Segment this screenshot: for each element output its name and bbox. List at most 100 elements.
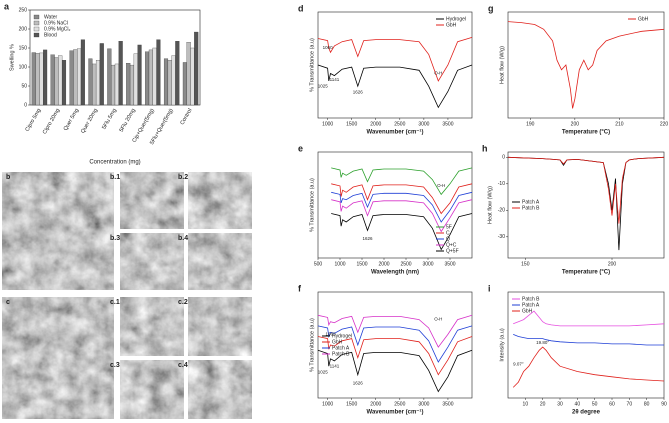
line-series [317,325,473,363]
bar [77,48,82,106]
sem-image [120,233,184,290]
x-tick-label: 80 [644,401,650,407]
panel-label: h [482,143,488,153]
sem-image [120,172,184,229]
x-tick-label: Cipro 5mg [25,108,43,133]
bar [126,63,131,106]
panel-label: g [488,3,494,13]
x-tick-label: Cipro 20mg [42,108,61,136]
sem-image [188,360,252,419]
sem-image [120,360,184,419]
y-tick-label: 100 [19,64,28,70]
legend-swatch [33,26,40,32]
bar [167,60,172,106]
legend-swatch [33,32,40,38]
bar [182,62,187,106]
y-tick-label: -30 [498,234,505,240]
legend-label: Patch A [522,302,540,308]
bar [114,63,119,106]
annotation: 9.07° [513,361,524,366]
plot-frame [507,151,665,259]
x-tick-label: Quer 5mg [63,108,80,132]
plot-frame [507,11,665,119]
legend-label: 5F [446,224,452,230]
sem-label: b.2 [178,174,188,181]
panel-label: i [488,283,491,293]
bar [99,43,104,106]
annotation: 1025 [318,83,329,88]
x-tick-label: 500 [314,261,323,267]
annotation: 1060 [326,332,337,337]
x-tick-label: 2500 [400,261,411,267]
line-series [331,191,473,223]
x-tick-label: 200 [571,121,580,127]
line-series [513,310,665,327]
bar [129,64,135,106]
legend-label: Q+5F [446,248,459,254]
legend-label: Patch A [332,345,350,351]
legend-label: GbH [446,22,457,28]
bar [50,54,55,106]
x-tick-label: 1500 [346,401,357,407]
bar [88,58,93,106]
annotation: O-H [434,71,442,76]
line-series [512,346,665,388]
panel-label: e [298,143,303,153]
bar [111,64,116,106]
legend-label: Patch B [522,205,540,211]
bar [171,55,176,106]
y-tick-label: 200 [19,26,28,32]
sem-label: c [6,299,10,306]
annotation: 1626 [353,380,364,385]
bar [175,41,180,106]
x-tick-label: 3500 [442,121,453,127]
y-tick-label: 250 [19,7,28,13]
panel-label: d [298,3,304,13]
y-tick-label: 50 [21,83,27,89]
x-axis-label: 2θ degree [572,410,601,416]
line-series [317,349,473,393]
y-tick-label: -20 [498,208,505,214]
x-tick-label: 30 [557,401,563,407]
bar [43,49,48,106]
y-axis-label: Heat flow (W/g) [487,186,493,224]
legend-label: Q [446,236,450,242]
bar [39,52,44,106]
x-tick-label: 1000 [322,121,333,127]
x-tick-label: 1500 [356,261,367,267]
x-tick-label: 1000 [334,261,345,267]
sem-label: c.1 [110,299,120,306]
x-tick-label: 90 [661,401,667,407]
x-tick-label: 60 [609,401,615,407]
bar [133,53,138,106]
x-axis-label: Temperature (°C) [562,270,610,276]
legend-label: 0.9% MgCl₂ [44,26,70,32]
legend-swatch [33,20,40,26]
line-series [317,64,473,109]
y-tick-label: 150 [19,45,28,51]
legend-label: GbH [522,308,533,314]
annotation: 1141 [330,77,340,82]
legend-label: Hydrogel [446,16,466,22]
y-axis-label: Heat flow (W/g) [499,46,505,84]
bar [137,44,142,106]
legend-label: Patch A [522,199,540,205]
sem-label: b [6,174,10,181]
sem-label: c.3 [110,362,120,369]
x-tick-label: 20 [540,401,546,407]
bar [80,39,85,106]
legend-label: Blood [44,32,57,38]
y-tick-label: 0 [24,102,27,108]
bar [118,41,123,106]
x-tick-label: 210 [615,121,624,127]
bar [31,52,36,106]
sem-label: b.4 [178,235,188,242]
x-tick-label: 3500 [444,261,455,267]
y-axis-label: Intensity (a.u) [499,328,505,361]
annotation: 1141 [330,363,340,368]
bar [58,55,63,106]
y-axis-label: % Transmittance (a.u) [309,38,315,92]
bar [69,50,74,106]
sem-image [188,297,252,356]
